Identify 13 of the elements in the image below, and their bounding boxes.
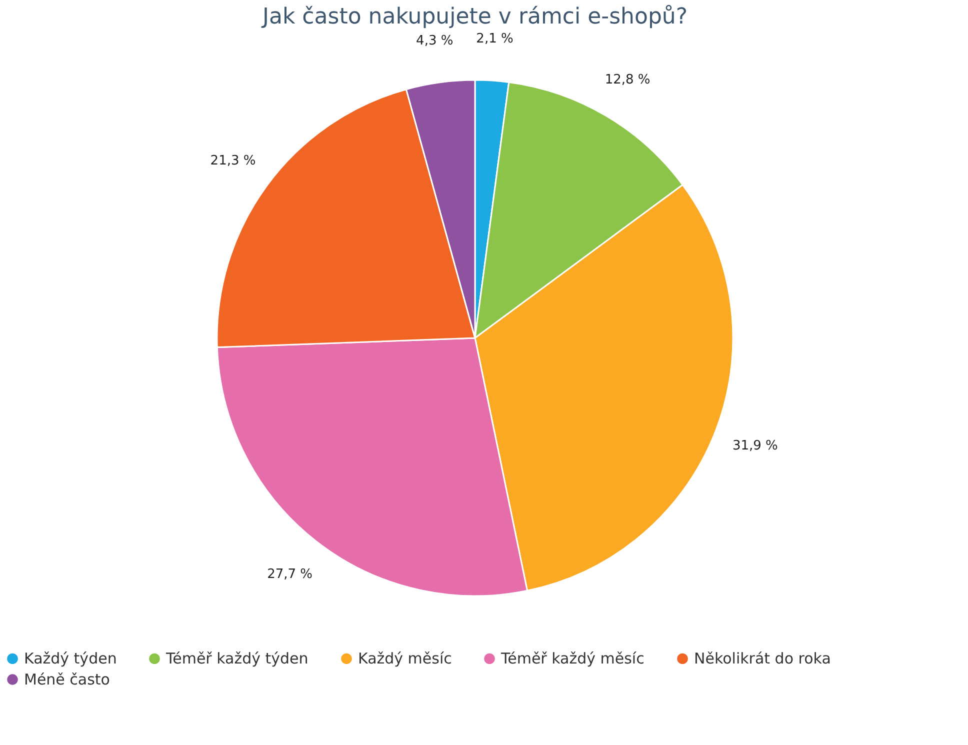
legend-label: Téměř každý týden (165, 650, 308, 668)
chart-title: Jak často nakupujete v rámci e-shopů? (260, 4, 688, 30)
legend-label: Každý měsíc (358, 650, 452, 668)
data-label: 21,3 % (210, 154, 256, 169)
data-label: 27,7 % (267, 567, 313, 582)
data-label: 4,3 % (416, 34, 454, 49)
legend-label: Méně často (24, 670, 110, 688)
data-label: 12,8 % (604, 72, 650, 88)
legend-label: Každý týden (24, 650, 117, 668)
data-label: 31,9 % (732, 438, 778, 454)
legend-label: Několikrát do roka (694, 650, 831, 668)
data-label: 2,1 % (476, 32, 514, 47)
legend-label: Téměř každý měsíc (500, 650, 644, 668)
